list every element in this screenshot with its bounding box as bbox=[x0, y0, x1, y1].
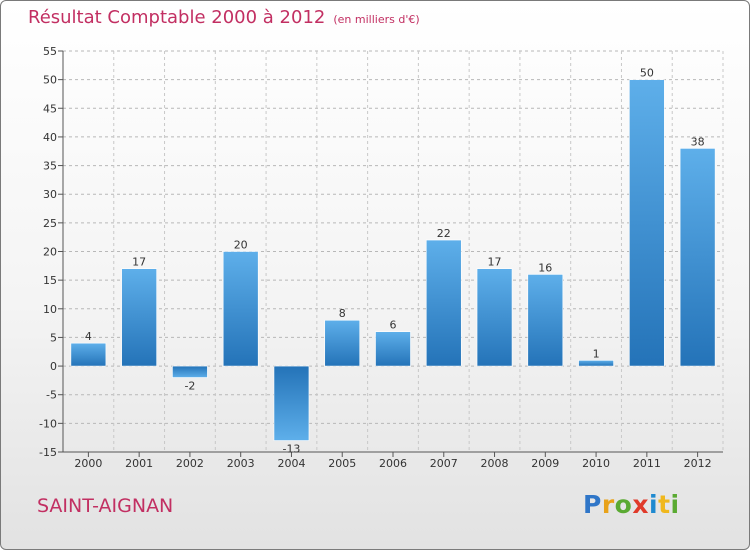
logo-letter: r bbox=[601, 490, 615, 519]
x-tick-label-2011: 2011 bbox=[633, 457, 661, 470]
y-tick-label: 40 bbox=[43, 131, 57, 144]
bar-2002 bbox=[172, 365, 208, 378]
data-label-2005: 8 bbox=[339, 307, 346, 320]
y-tick-label: 5 bbox=[50, 331, 57, 344]
subtitle-text: (en milliers d'€) bbox=[333, 13, 420, 26]
title-text: Résultat Comptable 2000 à 2012 bbox=[28, 7, 326, 28]
data-label-2000: 4 bbox=[85, 330, 92, 343]
y-tick-label: 10 bbox=[43, 303, 57, 316]
y-tick-label: -10 bbox=[39, 417, 57, 430]
x-tick-label-2009: 2009 bbox=[531, 457, 559, 470]
bar-2011 bbox=[629, 79, 665, 367]
data-label-2012: 38 bbox=[691, 135, 705, 148]
town-name: SAINT-AIGNAN bbox=[37, 495, 174, 517]
y-tick-label: 30 bbox=[43, 188, 57, 201]
data-label-2010: 1 bbox=[593, 347, 600, 360]
logo-letter: i bbox=[670, 490, 680, 519]
y-tick-label: 0 bbox=[50, 360, 57, 373]
y-tick-label: 35 bbox=[43, 160, 57, 173]
x-tick-label-2001: 2001 bbox=[125, 457, 153, 470]
bar-2000 bbox=[70, 342, 107, 367]
x-tick-label-2008: 2008 bbox=[481, 457, 509, 470]
bar-2004 bbox=[273, 365, 310, 441]
bar-2009 bbox=[527, 274, 564, 367]
y-tick-label: 20 bbox=[43, 246, 57, 259]
bar-2007 bbox=[425, 239, 462, 367]
y-tick-label: 45 bbox=[43, 102, 57, 115]
logo-letter: i bbox=[649, 490, 659, 519]
data-label-2009: 16 bbox=[538, 261, 552, 274]
data-label-2003: 20 bbox=[234, 239, 248, 252]
x-tick-label-2010: 2010 bbox=[582, 457, 610, 470]
x-tick-label-2003: 2003 bbox=[227, 457, 255, 470]
logo-letter: x bbox=[632, 490, 649, 519]
y-tick-label: -15 bbox=[39, 446, 57, 459]
y-tick-label: 55 bbox=[43, 45, 57, 58]
x-tick-label-2002: 2002 bbox=[176, 457, 204, 470]
bar-2006 bbox=[375, 331, 411, 367]
logo-letter: P bbox=[583, 490, 602, 519]
data-label-2004: -13 bbox=[282, 443, 300, 456]
x-tick-label-2004: 2004 bbox=[277, 457, 305, 470]
proxiti-logo[interactable]: Proxiti bbox=[583, 490, 680, 519]
data-label-2007: 22 bbox=[437, 227, 451, 240]
bar-2005 bbox=[324, 319, 361, 367]
y-tick-label: 15 bbox=[43, 274, 57, 287]
data-label-2002: -2 bbox=[184, 380, 195, 393]
y-tick-label: 25 bbox=[43, 217, 57, 230]
bar-2010 bbox=[578, 360, 614, 367]
x-tick-label-2007: 2007 bbox=[430, 457, 458, 470]
bar-2001 bbox=[121, 268, 157, 367]
bar-2008 bbox=[476, 268, 513, 367]
logo-letter: o bbox=[614, 490, 633, 519]
chart-title: Résultat Comptable 2000 à 2012 (en millie… bbox=[28, 7, 420, 28]
data-label-2001: 17 bbox=[132, 256, 146, 269]
x-tick-label-2005: 2005 bbox=[328, 457, 356, 470]
x-tick-label-2006: 2006 bbox=[379, 457, 407, 470]
x-tick-label-2000: 2000 bbox=[74, 457, 102, 470]
bar-2003 bbox=[222, 251, 259, 367]
y-tick-label: -5 bbox=[46, 389, 57, 402]
data-label-2006: 6 bbox=[390, 319, 397, 332]
logo-letter: t bbox=[658, 490, 671, 519]
data-label-2008: 17 bbox=[488, 256, 502, 269]
bar-2012 bbox=[679, 148, 716, 367]
x-tick-label-2012: 2012 bbox=[684, 457, 712, 470]
y-tick-label: 50 bbox=[43, 74, 57, 87]
data-label-2011: 50 bbox=[640, 67, 654, 80]
